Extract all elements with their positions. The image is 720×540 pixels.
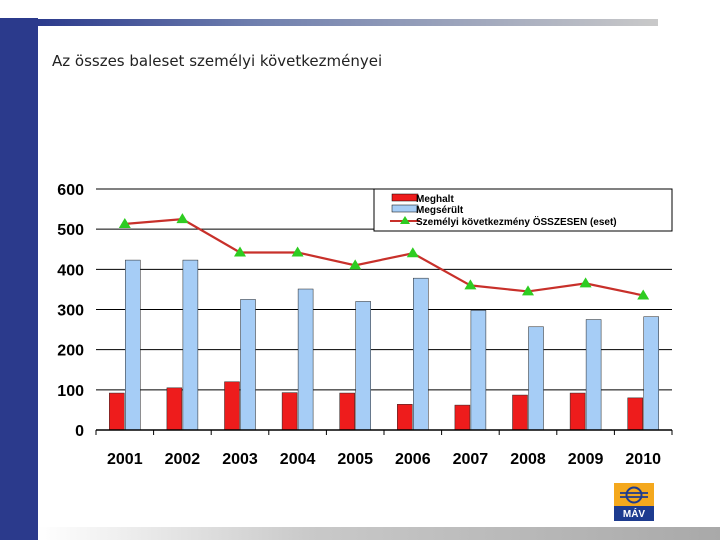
bar-injured <box>240 299 256 431</box>
legend-label: Megsérült <box>416 205 464 216</box>
bar-killed <box>512 394 528 431</box>
legend-box <box>373 188 673 232</box>
footer-rule <box>38 527 720 540</box>
bar-injured <box>355 301 371 431</box>
total-point <box>118 217 131 228</box>
y-tick-label: 100 <box>57 383 84 400</box>
x-tick-label: 2006 <box>395 451 431 468</box>
x-axis-ticks: 2001 2002 2003 2004 2005 2006 2007 2008 2009 2010 <box>107 451 661 468</box>
y-tick-label: 600 <box>57 182 84 199</box>
y-tick-label: 0 <box>75 423 84 440</box>
bar-injured <box>297 288 314 431</box>
bar-killed <box>339 392 355 431</box>
legend-swatch-injured <box>391 204 419 213</box>
bars <box>109 259 659 431</box>
slide-title: Az összes baleset személyi következménye… <box>52 52 383 70</box>
total-point <box>406 247 419 258</box>
total-series-line <box>124 218 644 297</box>
total-point <box>234 246 246 257</box>
legend-label: Személyi következmény ÖSSZESEN (eset) <box>416 215 617 228</box>
total-point <box>291 246 304 257</box>
y-tick-label: 400 <box>57 262 84 279</box>
x-tick-label: 2008 <box>510 451 546 468</box>
legend-swatch-killed <box>391 193 419 202</box>
total-point <box>579 277 592 288</box>
bar-killed <box>166 387 183 431</box>
total-point <box>349 259 362 270</box>
bar-killed <box>627 397 643 431</box>
bar-killed <box>569 392 586 431</box>
bar-injured <box>585 319 602 431</box>
bar-killed <box>454 404 471 431</box>
total-point <box>176 213 189 224</box>
total-point <box>637 289 650 300</box>
x-tick-label: 2002 <box>165 451 201 468</box>
bar-killed <box>281 392 298 431</box>
bar-injured <box>528 326 544 431</box>
x-tick-label: 2004 <box>280 451 316 468</box>
total-line <box>118 213 650 300</box>
bar-injured <box>125 259 141 431</box>
x-tick-label: 2010 <box>625 451 661 468</box>
mav-logo: MÁV <box>614 483 654 521</box>
y-tick-label: 200 <box>57 343 84 360</box>
total-point <box>522 285 534 296</box>
x-tick-label: 2007 <box>453 451 489 468</box>
y-axis-ticks: 0 100 200 300 400 500 600 <box>57 182 84 440</box>
y-tick-label: 500 <box>57 222 84 239</box>
sidebar-band <box>0 0 38 540</box>
bar-injured <box>413 277 429 431</box>
legend-marker-total <box>400 216 410 224</box>
x-tick-label: 2005 <box>337 451 373 468</box>
corner-block <box>0 0 38 18</box>
bar-injured <box>470 310 487 431</box>
svg-text:MÁV: MÁV <box>623 507 646 520</box>
total-point <box>464 279 477 290</box>
x-tick-label: 2003 <box>222 451 258 468</box>
header-rule <box>38 19 658 26</box>
x-tick-label: 2009 <box>568 451 604 468</box>
bar-injured <box>643 316 659 431</box>
axes <box>95 429 673 435</box>
y-tick-label: 300 <box>57 303 84 320</box>
bar-injured <box>182 259 199 431</box>
x-tick-label: 2001 <box>107 451 143 468</box>
bar-killed <box>397 404 413 431</box>
legend-label: Meghalt <box>416 194 454 205</box>
bar-killed <box>224 381 240 431</box>
bar-killed <box>109 392 125 431</box>
